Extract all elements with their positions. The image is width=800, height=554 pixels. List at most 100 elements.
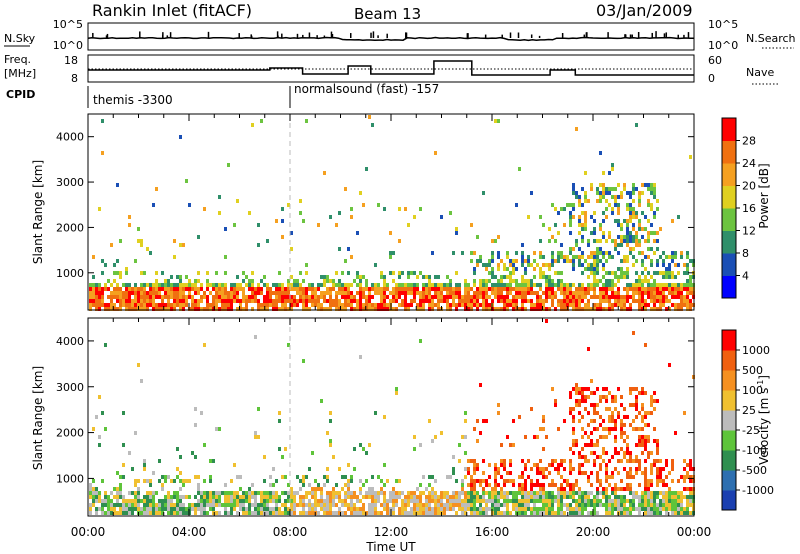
power-cell [512,267,515,271]
velocity-cell [542,511,545,515]
velocity-cell [266,495,269,499]
power-cell [527,263,530,267]
power-cell [287,295,290,299]
velocity-cell [95,487,98,491]
power-cell [620,227,623,231]
velocity-cell [560,463,563,467]
velocity-cell [209,491,212,495]
power-cell [305,271,308,275]
velocity-cell [107,499,110,503]
power-cell [434,291,437,295]
power-cell [416,287,419,291]
velocity-cell [95,495,98,499]
power-cell [686,283,689,287]
power-cell [437,291,440,295]
power-cell [617,279,620,283]
velocity-cell [572,511,575,515]
velocity-cell [635,395,638,399]
power-cell [560,279,563,283]
velocity-cell [122,475,125,479]
power-cell [425,275,428,279]
power-cell [581,255,584,259]
velocity-cell [542,487,545,491]
power-cell [530,279,533,283]
velocity-cell [569,395,572,399]
power-cell [521,299,524,303]
velocity-cell [461,511,464,515]
power-cell [98,283,101,287]
power-cell [98,307,101,311]
power-cell [632,287,635,291]
velocity-cell [326,475,329,479]
power-cell [599,223,602,227]
velocity-cell [683,467,686,471]
velocity-cell [194,407,197,411]
velocity-cell [458,495,461,499]
velocity-cell [446,499,449,503]
power-cell [623,259,626,263]
power-cell [599,191,602,195]
frequency-panel: Freq. [MHz] 18 8 60 0 Nave [4,53,780,85]
power-cell [92,303,95,307]
power-cell [473,295,476,299]
velocity-cell [500,443,503,447]
power-cell [350,207,353,211]
velocity-cell [449,475,452,479]
power-cell [482,263,485,267]
power-cell [113,287,116,291]
power-cell [593,255,596,259]
velocity-cell [167,495,170,499]
power-cell [245,275,248,279]
velocity-cell [635,491,638,495]
power-cell [506,291,509,295]
power-cell [509,263,512,267]
velocity-cell [320,491,323,495]
power-cell [590,251,593,255]
power-cell [563,295,566,299]
power-cell [410,283,413,287]
velocity-cell [527,507,530,511]
velocity-cell [209,479,212,483]
power-cell [563,259,566,263]
velocity-cell [617,387,620,391]
velocity-cell [578,455,581,459]
velocity-cell [596,511,599,515]
power-cell [227,299,230,303]
velocity-cell [257,491,260,495]
velocity-cell [491,491,494,495]
velocity-cell [653,459,656,463]
velocity-cell [275,507,278,511]
velocity-cell [260,495,263,499]
power-cell [686,279,689,283]
power-cell [599,307,602,311]
velocity-cell [518,415,521,419]
velocity-cell [668,487,671,491]
velocity-cell [533,495,536,499]
velocity-cell [227,491,230,495]
power-cell [437,307,440,311]
velocity-cell [644,459,647,463]
power-cell [614,243,617,247]
velocity-cell [542,491,545,495]
power-cell [110,303,113,307]
power-cell [617,207,620,211]
power-cell [320,307,323,311]
velocity-cell [95,511,98,515]
power-cell [584,195,587,199]
velocity-cell [584,459,587,463]
velocity-cell [608,507,611,511]
power-cell [476,263,479,267]
velocity-cell [287,343,290,347]
velocity-cell [110,499,113,503]
velocity-cell [470,507,473,511]
velocity-cell [257,407,260,411]
power-cell [566,255,569,259]
velocity-cell [479,503,482,507]
velocity-cell [239,503,242,507]
power-cell [230,287,233,291]
power-cell [314,295,317,299]
velocity-cell [176,499,179,503]
power-cell [332,303,335,307]
power-cell [551,263,554,267]
power-cell [266,295,269,299]
